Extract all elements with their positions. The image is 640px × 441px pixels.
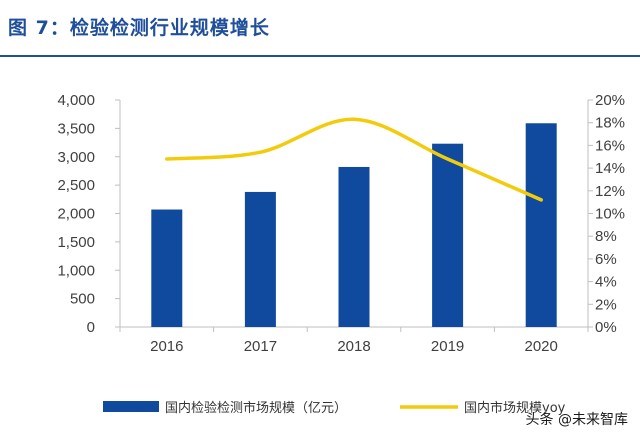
figure-title: 图 7：检验检测行业规模增长 bbox=[8, 17, 270, 39]
left-tick-label: 4,000 bbox=[57, 92, 95, 109]
bar bbox=[432, 143, 464, 327]
x-tick-label: 2018 bbox=[337, 338, 370, 355]
bar bbox=[525, 123, 557, 327]
bar bbox=[244, 191, 276, 327]
watermark: 头条 @未来智库 bbox=[525, 412, 628, 428]
x-tick-label: 2017 bbox=[244, 338, 277, 355]
legend-bar-label: 国内检验检测市场规模（亿元） bbox=[165, 400, 347, 416]
left-tick-label: 2,000 bbox=[57, 206, 95, 223]
yoy-line bbox=[165, 117, 543, 202]
bar bbox=[151, 209, 183, 327]
right-tick-label: 14% bbox=[595, 160, 625, 177]
bar-series bbox=[151, 123, 557, 327]
right-tick-label: 12% bbox=[595, 183, 625, 200]
right-tick-label: 4% bbox=[595, 274, 617, 291]
left-tick-label: 3,000 bbox=[57, 149, 95, 166]
right-tick-label: 10% bbox=[595, 206, 625, 223]
x-tick-label: 2020 bbox=[525, 338, 558, 355]
right-tick-label: 6% bbox=[595, 251, 617, 268]
right-tick-label: 0% bbox=[595, 319, 617, 336]
left-tick-label: 3,500 bbox=[57, 120, 95, 137]
right-tick-label: 8% bbox=[595, 228, 617, 245]
bar bbox=[338, 166, 370, 327]
left-tick-label: 0 bbox=[87, 319, 95, 336]
left-axis-ticks: 0 500 1,000 1,500 2,000 2,500 3,000 3,500 4,000 bbox=[57, 92, 120, 336]
legend-bar-swatch bbox=[103, 401, 159, 412]
right-tick-label: 2% bbox=[595, 296, 617, 313]
title-divider bbox=[0, 55, 640, 57]
line-series bbox=[165, 117, 543, 202]
left-tick-label: 2,500 bbox=[57, 177, 95, 194]
x-axis-ticks: 2016 2017 2018 2019 2020 bbox=[119, 327, 589, 355]
left-tick-label: 1,500 bbox=[57, 234, 95, 251]
right-tick-label: 16% bbox=[595, 137, 625, 154]
x-tick-label: 2016 bbox=[150, 338, 183, 355]
legend-line-label: 国内市场规模yoy bbox=[464, 400, 566, 416]
right-axis-ticks: 0% 2% 4% 6% 8% 10% 12% 14% 16% 18% 20% bbox=[588, 92, 625, 336]
x-tick-label: 2019 bbox=[431, 338, 464, 355]
left-tick-label: 1,000 bbox=[57, 262, 95, 279]
left-tick-label: 500 bbox=[70, 291, 95, 308]
right-tick-label: 20% bbox=[595, 92, 625, 109]
chart-legend: 国内检验检测市场规模（亿元） 国内市场规模yoy bbox=[103, 400, 566, 416]
right-tick-label: 18% bbox=[595, 115, 625, 132]
